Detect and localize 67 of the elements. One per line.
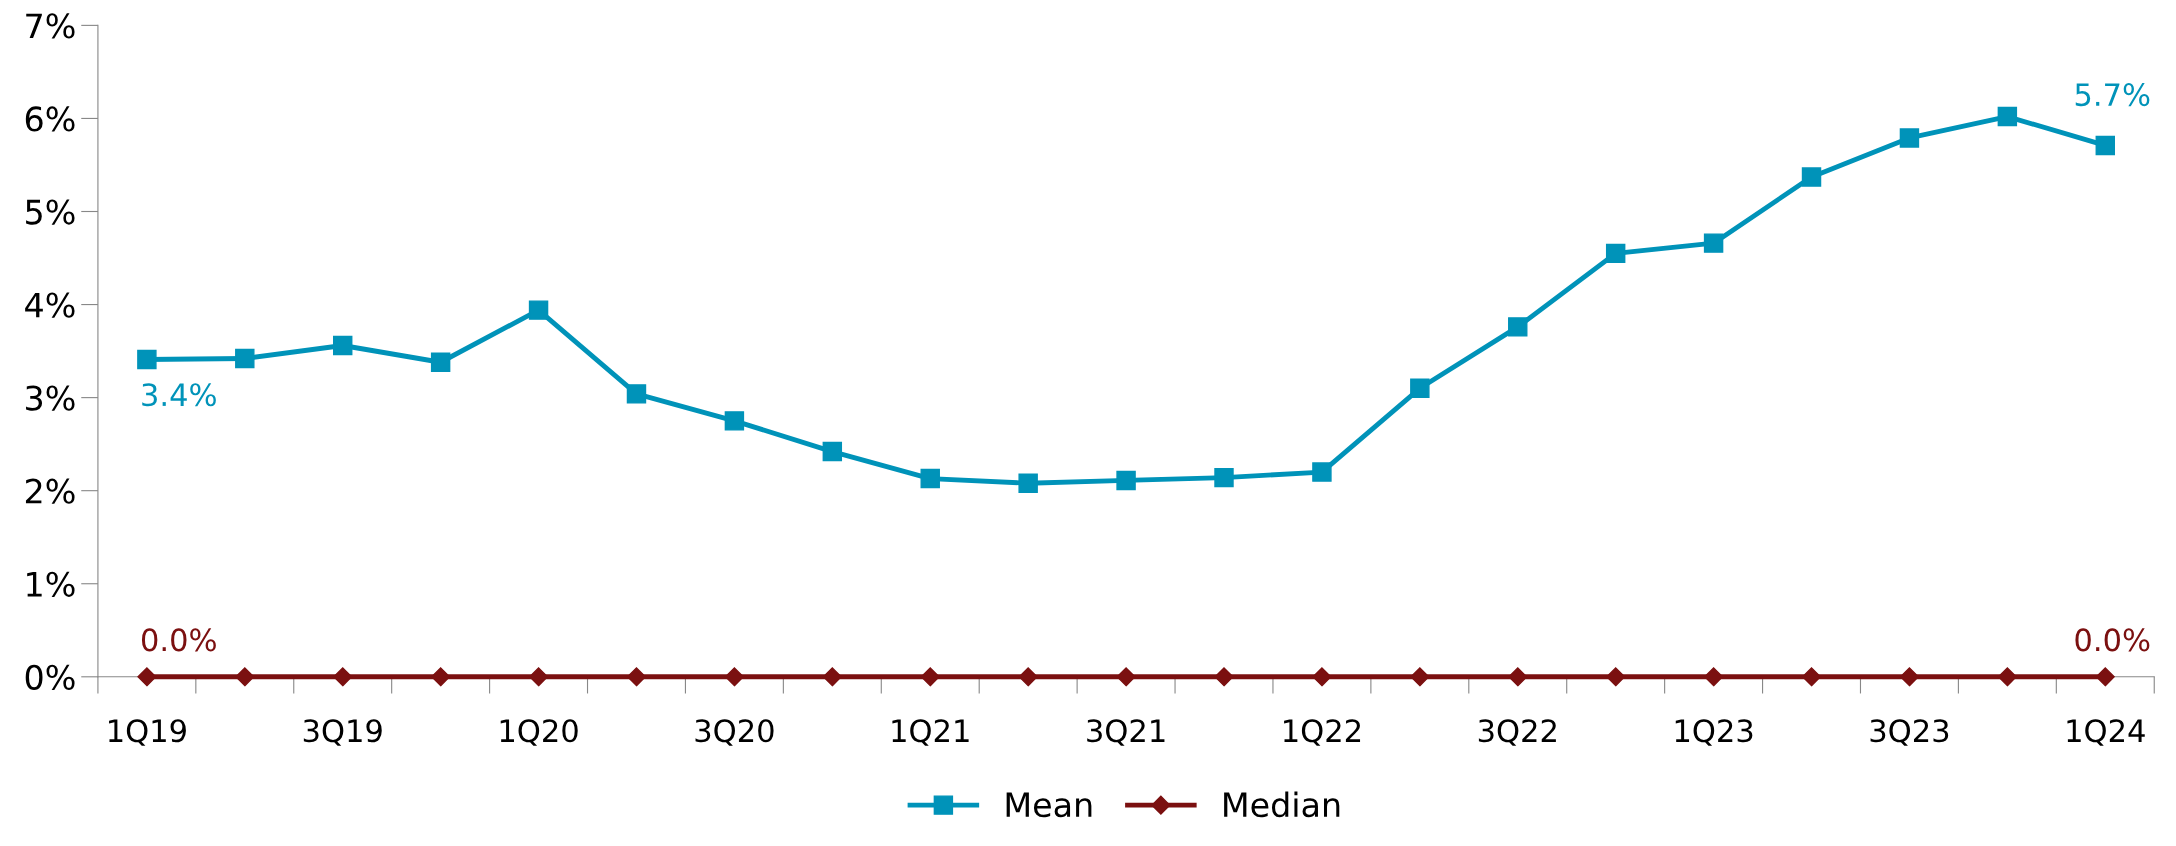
- point: [1801, 667, 1822, 687]
- point: [920, 468, 940, 489]
- point: [235, 667, 255, 687]
- point: [333, 667, 353, 687]
- point: [235, 348, 255, 369]
- point: [1508, 667, 1528, 687]
- legend-label: Mean: [1006, 792, 1092, 818]
- y-tick-label: 2%: [25, 478, 75, 504]
- point: [1018, 667, 1038, 687]
- point: [137, 667, 157, 687]
- point: [1214, 467, 1234, 488]
- point: [822, 441, 843, 462]
- x-tick-label: 1Q24: [2067, 719, 2145, 746]
- point: [1116, 667, 1136, 687]
- y-tick-label: 4%: [25, 292, 75, 318]
- y-tick-label: 7%: [26, 13, 75, 39]
- point: [724, 667, 744, 687]
- point: [1410, 378, 1430, 399]
- data-label: 0.0%: [2075, 628, 2150, 652]
- point: [920, 667, 940, 687]
- point: [1606, 667, 1626, 687]
- point: [822, 667, 842, 687]
- data-label: 5.7%: [2075, 83, 2150, 107]
- point: [2095, 135, 2116, 156]
- point: [332, 335, 353, 356]
- point: [1899, 667, 1919, 687]
- point: [1703, 233, 1724, 253]
- point: [1997, 667, 2017, 687]
- point: [1704, 667, 1724, 687]
- data-label: 3.4%: [142, 383, 216, 407]
- point: [1018, 473, 1038, 493]
- point: [1312, 667, 1332, 687]
- point: [431, 667, 451, 687]
- point: [529, 667, 549, 687]
- x-tick-label: 1Q20: [500, 719, 578, 746]
- point: [626, 667, 647, 687]
- x-tick-label: 1Q23: [1675, 719, 1753, 746]
- point: [1214, 667, 1234, 687]
- data-label: 0.0%: [141, 628, 216, 652]
- point: [137, 349, 157, 370]
- x-tick-label: 3Q22: [1478, 719, 1556, 746]
- point: [1312, 462, 1332, 482]
- y-tick-label: 6%: [25, 106, 75, 132]
- point: [1899, 128, 1920, 148]
- x-tick-label: 3Q19: [303, 719, 382, 746]
- point: [1410, 667, 1430, 687]
- x-tick-label: 1Q22: [1284, 719, 1361, 746]
- y-tick-label: 0%: [25, 664, 75, 690]
- point: [1605, 243, 1626, 264]
- y-tick-label: 3%: [26, 385, 75, 411]
- x-tick-label: 1Q19: [109, 719, 186, 746]
- point: [1801, 167, 1822, 187]
- point: [626, 384, 647, 404]
- x-tick-label: 3Q23: [1870, 719, 1949, 746]
- point: [528, 300, 549, 320]
- x-tick-label: 3Q20: [695, 719, 774, 746]
- x-tick-label: 1Q21: [892, 719, 969, 746]
- point: [1508, 317, 1528, 337]
- point: [2095, 667, 2115, 687]
- legend-label: Median: [1224, 791, 1340, 818]
- y-tick-label: 5%: [26, 199, 75, 225]
- point: [724, 411, 745, 431]
- point: [430, 352, 451, 372]
- point: [1997, 106, 2018, 127]
- point: [1116, 470, 1136, 491]
- y-tick-label: 1%: [27, 571, 75, 597]
- x-tick-label: 3Q21: [1087, 719, 1165, 746]
